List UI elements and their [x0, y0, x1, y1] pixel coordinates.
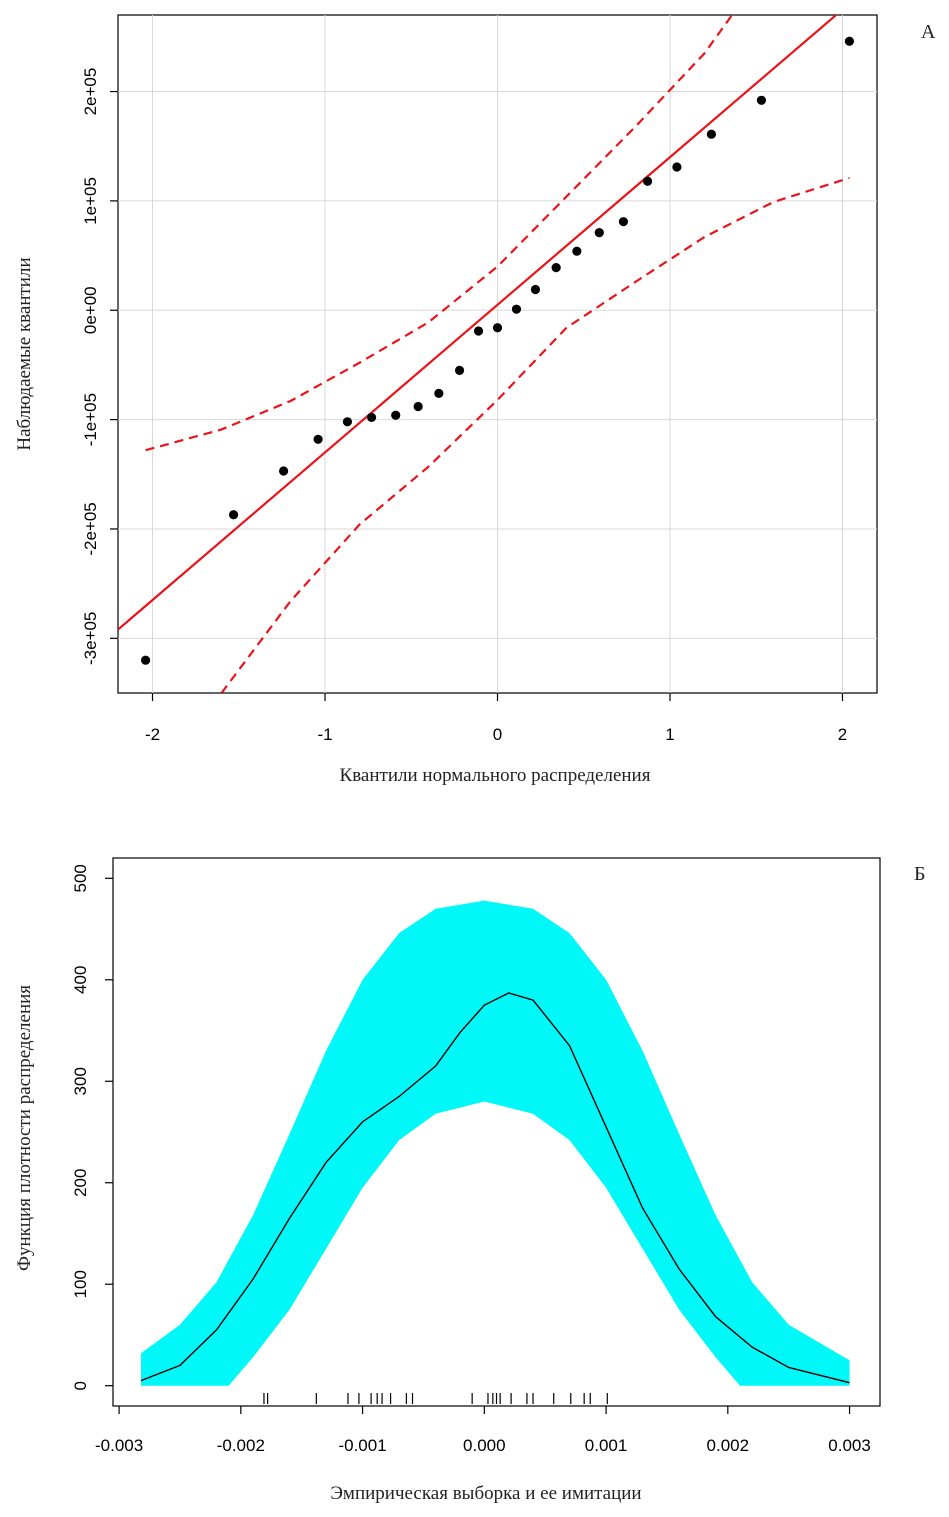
qq-x-axis-label: Квантили нормального распределения: [340, 765, 651, 786]
qq-reference-line: [118, 15, 838, 631]
x-tick-label: 0.001: [585, 1436, 628, 1455]
qq-plot-panel: -2 -1 0 1 2 -3e+05 -2e+05 -1e+05 0e+00 1e+05 2e+0…: [14, 14, 936, 786]
x-tick-label: -0.002: [217, 1436, 265, 1455]
qq-point: [141, 655, 151, 665]
qq-point: [434, 388, 444, 398]
density-plot-panel: -0.003 -0.002 -0.001 0.000 0.001 0.002 0.003 0…: [14, 857, 925, 1504]
qq-point: [413, 401, 423, 412]
density-curve: [140, 992, 850, 1384]
density-curve-group: [140, 992, 850, 1384]
qq-point: [473, 326, 484, 336]
panel-label-a: А: [921, 21, 936, 43]
y-tick-label: 400: [71, 966, 90, 994]
qq-point: [228, 510, 239, 520]
confidence-lower-line: [220, 176, 850, 693]
qq-confidence-band: [145, 15, 850, 693]
qq-point: [511, 304, 522, 314]
qq-y-axis: -3e+05 -2e+05 -1e+05 0e+00 1e+05 2e+05: [81, 68, 118, 665]
envelope-band-area: [141, 900, 850, 1386]
qq-point: [594, 228, 604, 238]
qq-point: [313, 434, 323, 444]
density-plot-frame: [112, 857, 881, 1407]
x-tick-label: 0: [493, 725, 502, 744]
qq-point: [706, 129, 717, 139]
x-tick-label: -0.001: [338, 1436, 386, 1455]
density-envelope-band: [141, 900, 850, 1386]
density-y-axis: 0 100 200 300 400 500: [71, 864, 113, 1390]
qq-point: [454, 365, 465, 376]
qq-point: [551, 263, 561, 273]
y-tick-label: 200: [71, 1169, 90, 1197]
y-tick-label: 500: [71, 864, 90, 892]
qq-point: [618, 217, 629, 227]
y-tick-label: 300: [71, 1067, 90, 1095]
qq-point: [572, 246, 582, 256]
qq-reference-line-group: [118, 15, 838, 631]
qq-point: [279, 466, 289, 476]
qq-point: [530, 284, 541, 295]
x-tick-label: 2: [838, 725, 847, 744]
qq-point: [492, 323, 503, 333]
density-rug: [263, 1393, 608, 1404]
x-tick-label: 0.000: [463, 1436, 506, 1455]
density-y-axis-label: Функция плотности распределения: [14, 985, 35, 1271]
qq-points: [141, 36, 855, 665]
density-x-axis: -0.003 -0.002 -0.001 0.000 0.001 0.002 0.003: [95, 1406, 871, 1455]
y-tick-label: -2e+05: [81, 502, 100, 555]
y-tick-label: -1e+05: [81, 393, 100, 446]
x-tick-label: 1: [665, 725, 674, 744]
y-tick-label: 2e+05: [81, 68, 100, 116]
y-tick-label: 100: [71, 1270, 90, 1298]
qq-x-axis: -2 -1 0 1 2: [145, 693, 847, 744]
qq-point: [391, 410, 401, 420]
qq-point: [642, 176, 653, 186]
x-tick-label: -2: [145, 725, 160, 744]
x-tick-label: 0.002: [707, 1436, 750, 1455]
confidence-upper-line: [145, 15, 733, 452]
panel-label-b: Б: [914, 863, 925, 885]
y-tick-label: 0e+00: [81, 286, 100, 334]
x-tick-label: -1: [317, 725, 332, 744]
x-tick-label: -0.003: [95, 1436, 143, 1455]
y-tick-label: 1e+05: [81, 177, 100, 225]
qq-point: [342, 417, 353, 427]
y-tick-label: 0: [71, 1381, 90, 1390]
qq-y-axis-label: Наблюдаемые квантили: [14, 257, 35, 450]
density-x-axis-label: Эмпирическая выборка и ее имитации: [330, 1483, 641, 1504]
qq-point: [844, 36, 855, 46]
qq-point: [756, 95, 767, 105]
qq-point: [672, 162, 682, 172]
qq-plot-grid: [118, 15, 877, 693]
qq-point: [366, 412, 377, 423]
x-tick-label: 0.003: [828, 1436, 871, 1455]
y-tick-label: -3e+05: [81, 612, 100, 665]
